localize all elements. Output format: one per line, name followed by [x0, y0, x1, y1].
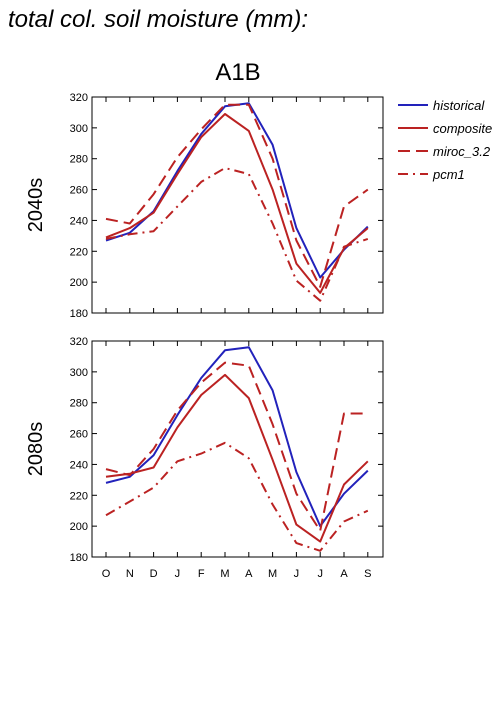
y-tick-label: 220	[70, 490, 88, 502]
y-tick-label: 280	[70, 154, 88, 166]
page-title: total col. soil moisture (mm):	[8, 6, 309, 33]
plot-frame	[91, 340, 384, 558]
legend-label: miroc_3.2	[433, 144, 491, 159]
series-line-composite	[105, 113, 369, 294]
series-line-miroc-3-2	[105, 361, 368, 532]
x-tick-label: F	[198, 568, 205, 580]
series-line-composite	[105, 373, 369, 543]
legend-label: composite	[433, 121, 492, 136]
y-tick-label: 260	[70, 185, 88, 197]
x-tick-label: J	[175, 568, 181, 580]
x-tick-label: N	[126, 568, 134, 580]
panel-label-2040s: 2040s	[25, 178, 47, 233]
y-tick-label: 280	[70, 398, 88, 410]
legend-label: historical	[433, 98, 485, 113]
x-tick-label: J	[317, 568, 323, 580]
x-tick-label: M	[220, 568, 229, 580]
y-tick-label: 240	[70, 215, 88, 227]
series-line-historical	[105, 102, 369, 279]
y-tick-label: 260	[70, 429, 88, 441]
series-line-pcm1	[105, 167, 369, 302]
x-tick-label: D	[150, 568, 158, 580]
y-tick-label: 200	[70, 521, 88, 533]
y-tick-label: 300	[70, 367, 88, 379]
series-line-miroc-3-2	[105, 103, 369, 288]
series-line-historical	[105, 346, 369, 528]
y-tick-label: 200	[70, 277, 88, 289]
y-tick-label: 320	[70, 336, 88, 348]
y-tick-label: 220	[70, 246, 88, 258]
x-tick-label: A	[245, 568, 253, 580]
panel-label-2080s: 2080s	[25, 422, 47, 477]
y-tick-label: 320	[70, 92, 88, 104]
y-tick-label: 240	[70, 459, 88, 471]
x-tick-label: S	[364, 568, 371, 580]
x-tick-label: A	[340, 568, 348, 580]
scenario-title: A1B	[215, 59, 260, 86]
x-tick-label: J	[294, 568, 300, 580]
legend-label: pcm1	[432, 167, 465, 182]
x-tick-label: M	[268, 568, 277, 580]
y-tick-label: 180	[70, 308, 88, 320]
plot-frame	[91, 96, 384, 314]
series-line-pcm1	[105, 441, 369, 552]
x-tick-label: O	[102, 568, 111, 580]
y-tick-label: 180	[70, 552, 88, 564]
y-tick-label: 300	[70, 123, 88, 135]
